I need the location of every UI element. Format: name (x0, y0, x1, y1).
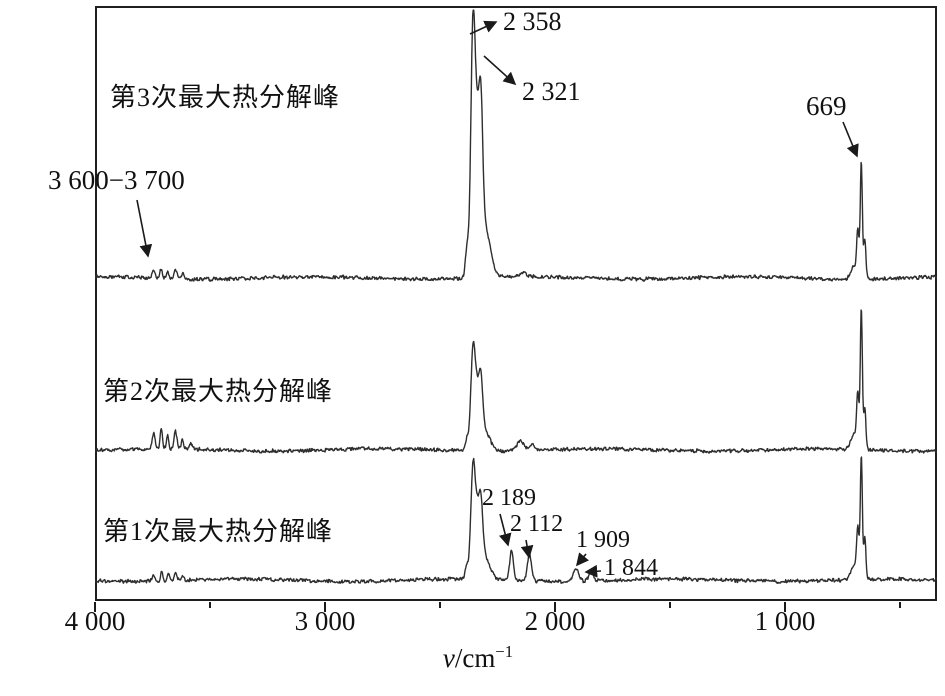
trace-label-3: 第3次最大热分解峰 (110, 83, 341, 112)
spectra-canvas (95, 9, 937, 584)
spectrum-trace-3 (95, 9, 937, 282)
peak-label-669: 669 (806, 91, 847, 121)
oh-band-label: 3 600−3 700 (48, 165, 185, 195)
x-tick-label-1000: 1 000 (754, 606, 816, 636)
trace-label-1: 第1次最大热分解峰 (103, 517, 334, 546)
plot-frame (95, 6, 937, 601)
axis-unit: /cm (454, 643, 496, 673)
peak-label-2321: 2 321 (522, 77, 581, 106)
trace-label-2: 第2次最大热分解峰 (103, 377, 334, 406)
peak-label-1909: 1 909 (576, 527, 630, 553)
peak-label-2358: 2 358 (503, 7, 562, 36)
x-axis-title: v/cm−1 (388, 642, 568, 674)
spectrum-trace-1 (95, 456, 937, 584)
peak-label-1844: 1 844 (604, 555, 658, 581)
x-tick-label-4000: 4 000 (64, 606, 126, 636)
spectrum-trace-2 (95, 309, 937, 454)
axis-symbol: v (442, 643, 455, 673)
peak-label-2112: 2 112 (510, 511, 564, 537)
x-tick-label-3000: 3 000 (294, 606, 356, 636)
peak-label-2189: 2 189 (482, 485, 536, 511)
x-tick-label-2000: 2 000 (524, 606, 586, 636)
axis-exponent: −1 (495, 642, 514, 661)
